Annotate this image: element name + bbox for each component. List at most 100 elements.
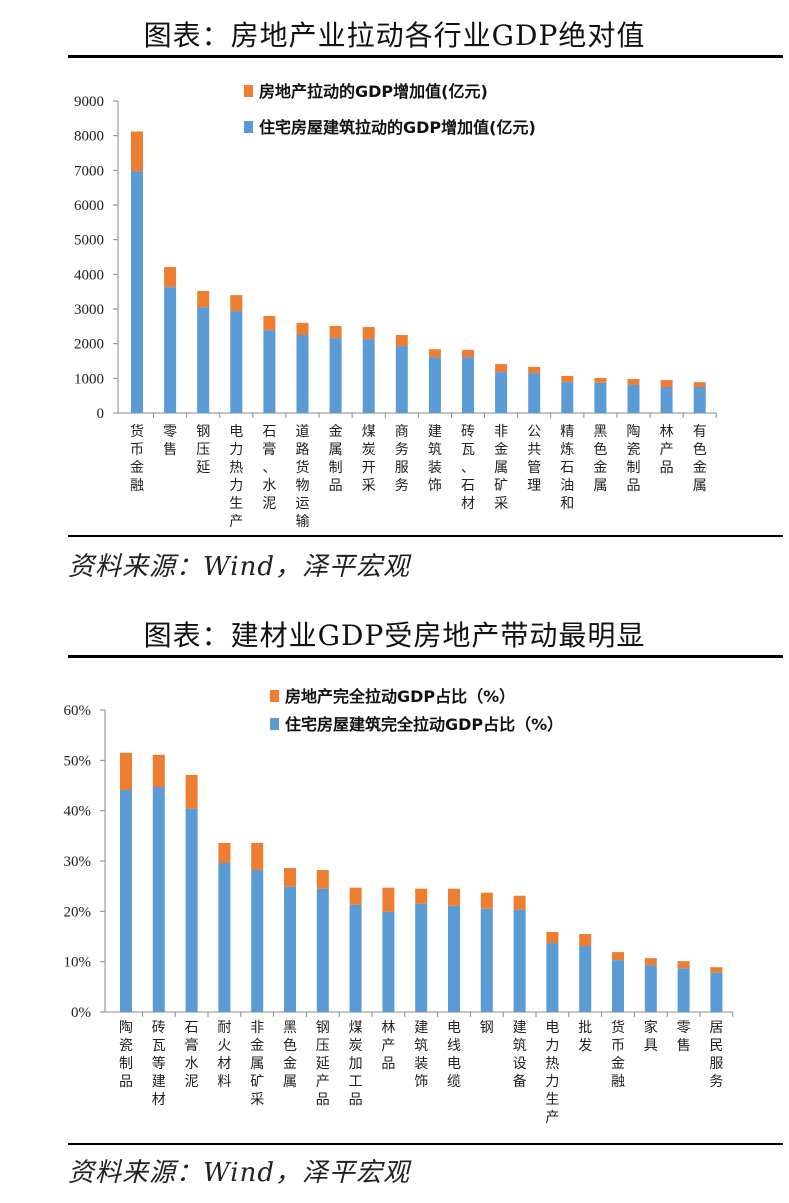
chart2-bar-realestate	[152, 754, 165, 788]
chart2-bar-realestate	[677, 961, 690, 969]
chart2-bar-residential	[448, 905, 460, 1012]
chart1-legend-label: 房地产拉动的GDP增加值(亿元)	[259, 82, 488, 101]
chart1-category-label: 煤炭开采	[362, 424, 376, 494]
chart2-source: 资料来源：Wind，泽平宏观	[68, 1158, 410, 1188]
chart2-bottom-rule	[68, 1143, 783, 1145]
chart1-bar-realestate	[362, 327, 375, 340]
chart2-top-rule	[68, 655, 783, 658]
chart1-bar-realestate	[594, 377, 607, 383]
chart2-bar-realestate	[448, 888, 460, 906]
chart1-y-tick-label: 1000	[74, 371, 104, 387]
chart1-bar-residential	[528, 373, 541, 413]
chart2-bar-residential	[612, 960, 624, 1012]
chart1-category-label: 有色金属	[693, 424, 707, 494]
chart2-bar-residential	[513, 909, 526, 1012]
chart2-y-tick-label: 30%	[64, 854, 92, 870]
chart1-bar-residential	[495, 372, 508, 413]
chart2-category-label: 建筑设备	[513, 1020, 527, 1090]
chart1-bar-realestate	[528, 366, 541, 374]
chart2-category-label: 零售	[677, 1020, 691, 1054]
chart2-bar-realestate	[218, 842, 231, 864]
chart2-category-label: 耐火材料	[217, 1020, 231, 1090]
chart1-legend-swatch	[244, 85, 253, 97]
chart1-bar-residential	[395, 346, 408, 413]
chart2-bar-residential	[251, 870, 264, 1012]
chart1-bar-realestate	[627, 379, 640, 385]
chart2-bar-realestate	[316, 870, 329, 889]
chart2-category-label: 钢压延产品	[316, 1020, 330, 1108]
chart1-bar-realestate	[462, 349, 474, 358]
chart1-bar-residential	[660, 387, 673, 413]
chart1-bar-residential	[131, 171, 143, 413]
chart1-bar-realestate	[329, 325, 342, 339]
chart1-y-tick-label: 3000	[74, 302, 104, 318]
chart2-bar-realestate	[120, 752, 132, 791]
chart2-y-tick-label: 10%	[64, 955, 92, 971]
chart2-bar-realestate	[579, 933, 592, 947]
chart1-category-label: 钢压延	[196, 424, 210, 476]
chart2-bar-realestate	[251, 842, 264, 871]
chart1-bar-residential	[594, 382, 607, 413]
chart1-legend-label: 住宅房屋建筑拉动的GDP增加值(亿元)	[259, 118, 536, 137]
chart2-category-label: 非金属矿采	[250, 1020, 264, 1108]
chart1-y-tick-label: 4000	[74, 267, 104, 283]
chart1-bar-residential	[329, 338, 342, 413]
chart2-legend-label: 住宅房屋建筑完全拉动GDP占比（%）	[285, 715, 563, 734]
chart2-bar-residential	[415, 903, 428, 1012]
chart1-y-tick-label: 5000	[74, 233, 104, 249]
chart1-bar-realestate	[660, 380, 673, 387]
chart1-bar-realestate	[230, 295, 243, 312]
chart1-category-label: 黑色金属	[593, 424, 607, 494]
chart1-y-tick-label: 8000	[74, 129, 104, 145]
chart1-source: 资料来源：Wind，泽平宏观	[68, 552, 410, 582]
chart1-bar-residential	[230, 311, 243, 413]
chart1-category-label: 货币金融	[130, 423, 144, 494]
chart2-bar-realestate	[284, 868, 296, 887]
chart1-bottom-rule	[68, 535, 783, 537]
chart2-category-label: 电力热力生产	[545, 1020, 559, 1126]
chart2-y-tick-label: 20%	[64, 904, 92, 920]
chart1-bar-residential	[462, 357, 474, 413]
chart1-bar-realestate	[164, 267, 177, 288]
chart2-bar-residential	[218, 863, 231, 1012]
chart1-bar-realestate	[131, 131, 143, 172]
chart1-category-label: 非金属矿采	[494, 424, 508, 512]
chart2-y-tick-label: 60%	[64, 703, 92, 719]
chart1-y-tick-label: 7000	[74, 163, 104, 179]
chart1-bar-realestate	[296, 322, 309, 335]
chart2-category-label: 陶瓷制品	[119, 1020, 133, 1090]
chart2-category-label: 林产品	[381, 1020, 395, 1072]
chart1-category-label: 电力热力生产	[229, 424, 243, 530]
chart1-y-tick-label: 2000	[74, 337, 104, 353]
chart2-bar-residential	[480, 908, 493, 1012]
chart2-bar-residential	[546, 943, 559, 1012]
chart2-category-label: 建筑装饰	[414, 1020, 428, 1090]
chart1-bar-residential	[263, 330, 276, 413]
chart1-legend-swatch	[244, 121, 253, 133]
chart1-category-label: 建筑装饰	[428, 424, 442, 494]
chart2-heading: 图表：建材业GDP受房地产带动最明显	[143, 619, 646, 652]
chart1-category-label: 林产品	[660, 424, 674, 476]
chart2-category-label: 石膏水泥	[185, 1020, 199, 1090]
chart1-category-label: 砖瓦、石材	[461, 424, 475, 512]
chart1-category-label: 石膏、水泥	[262, 424, 276, 512]
chart2-category-label: 电线电缆	[447, 1020, 461, 1090]
chart2-bar-residential	[185, 808, 198, 1012]
chart1-category-label: 金属制品	[329, 424, 343, 494]
chart1-bar-residential	[428, 357, 441, 413]
chart2-bar-residential	[284, 886, 296, 1012]
chart1-y-tick-label: 6000	[74, 198, 104, 214]
chart2-bar-residential	[644, 965, 657, 1012]
chart2-legend-label: 房地产完全拉动GDP占比（%）	[285, 687, 515, 706]
chart1-category-label: 精炼石油和	[560, 424, 574, 512]
chart2-category-label: 钢	[480, 1020, 494, 1036]
chart1-top-rule	[68, 55, 783, 58]
chart2-bar-residential	[677, 968, 690, 1012]
chart2-y-tick-label: 0%	[71, 1005, 91, 1021]
chart2-bar-realestate	[480, 892, 493, 909]
chart1-bar-residential	[197, 307, 210, 413]
chart2-bar-realestate	[415, 888, 428, 904]
chart1-bar-realestate	[395, 335, 408, 347]
chart1-y-tick-label: 0	[97, 406, 105, 422]
